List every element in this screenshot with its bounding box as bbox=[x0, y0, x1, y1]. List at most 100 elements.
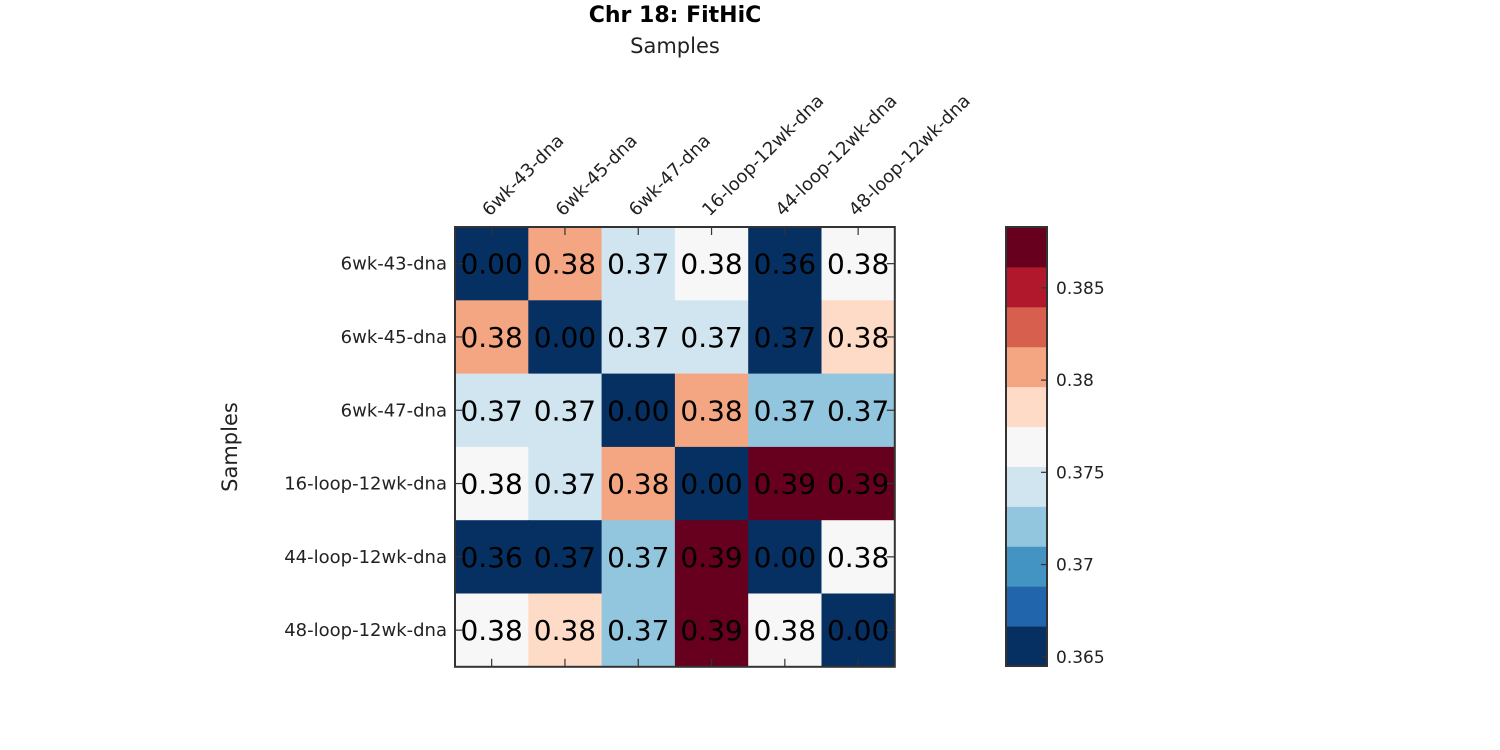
heatmap-cell bbox=[528, 593, 603, 668]
colorbar-segment bbox=[1006, 426, 1047, 467]
colorbar-segment bbox=[1006, 227, 1047, 268]
colorbar-frame bbox=[1005, 226, 1048, 667]
cell-value-label: 0.37 bbox=[460, 394, 522, 427]
cell-value-label: 0.38 bbox=[827, 541, 889, 574]
cell-value-label: 0.37 bbox=[827, 394, 889, 427]
heatmap-cell bbox=[748, 373, 823, 448]
cell-value-label: 0.37 bbox=[534, 541, 596, 574]
heatmap-cell bbox=[674, 373, 749, 448]
heatmap-cell bbox=[674, 227, 749, 301]
cell-value-label: 0.38 bbox=[827, 321, 889, 354]
cell-value-label: 0.38 bbox=[534, 614, 596, 647]
cell-value-label: 0.38 bbox=[460, 321, 522, 354]
colorbar-segment bbox=[1006, 586, 1047, 627]
cell-value-label: 0.37 bbox=[607, 614, 669, 647]
colorbar-tick-label: 0.37 bbox=[1056, 556, 1094, 576]
colorbar-segment bbox=[1006, 306, 1047, 348]
cell-value-label: 0.37 bbox=[607, 541, 669, 574]
y-tick-label: 44-loop-12wk-dna bbox=[284, 547, 447, 568]
heatmap-cell bbox=[674, 520, 749, 595]
cell-value-label: 0.00 bbox=[607, 394, 669, 427]
cell-value-label: 0.38 bbox=[607, 468, 669, 501]
colorbar-segment bbox=[1006, 626, 1047, 667]
heatmap-cell bbox=[748, 227, 823, 301]
y-tick-label: 48-loop-12wk-dna bbox=[284, 620, 447, 641]
heatmap-cell bbox=[821, 446, 896, 521]
cell-value-label: 0.39 bbox=[680, 614, 742, 647]
heatmap-cell bbox=[528, 520, 603, 595]
cell-value-label: 0.37 bbox=[607, 321, 669, 354]
cell-value-label: 0.38 bbox=[827, 248, 889, 281]
cell-value-label: 0.00 bbox=[827, 614, 889, 647]
heatmap-cell bbox=[601, 446, 676, 521]
y-tick-label: 6wk-43-dna bbox=[341, 254, 447, 275]
cell-value-label: 0.38 bbox=[460, 468, 522, 501]
cell-value-label: 0.39 bbox=[754, 468, 816, 501]
heatmap-cell bbox=[601, 227, 676, 301]
heatmap-cell bbox=[455, 300, 529, 375]
colorbar-segment bbox=[1006, 546, 1047, 587]
colorbar-segment bbox=[1006, 386, 1047, 428]
cell-value-label: 0.39 bbox=[680, 541, 742, 574]
heatmap-cell bbox=[748, 520, 823, 595]
y-tick-label: 6wk-45-dna bbox=[341, 327, 447, 348]
heatmap-cell bbox=[455, 373, 529, 448]
cell-value-label: 0.39 bbox=[827, 468, 889, 501]
colorbar-tick-label: 0.385 bbox=[1056, 279, 1105, 299]
cell-value-label: 0.37 bbox=[680, 321, 742, 354]
heatmap-cell bbox=[821, 520, 896, 595]
cell-value-label: 0.38 bbox=[460, 614, 522, 647]
heatmap-cell bbox=[674, 593, 749, 668]
x-tick-label: 16-loop-12wk-dna bbox=[698, 91, 828, 221]
colorbar-tick-label: 0.38 bbox=[1056, 371, 1094, 391]
cell-value-label: 0.00 bbox=[754, 541, 816, 574]
cell-value-label: 0.00 bbox=[534, 321, 596, 354]
x-tick-label: 44-loop-12wk-dna bbox=[772, 91, 902, 221]
heatmap-cell bbox=[528, 227, 603, 301]
heatmap-cell bbox=[528, 446, 603, 521]
cell-value-label: 0.37 bbox=[607, 248, 669, 281]
colorbar-segment bbox=[1006, 266, 1047, 308]
colorbar-segment bbox=[1006, 506, 1047, 547]
cell-value-label: 0.38 bbox=[534, 248, 596, 281]
cell-value-label: 0.00 bbox=[460, 248, 522, 281]
colorbar-tick-label: 0.365 bbox=[1056, 648, 1105, 668]
heatmap-cell bbox=[821, 300, 896, 375]
heatmap-cell bbox=[601, 300, 676, 375]
x-tick-label: 48-loop-12wk-dna bbox=[845, 91, 975, 221]
heatmap-cell bbox=[455, 227, 529, 301]
heatmap-cell bbox=[748, 593, 823, 668]
y-tick-label: 6wk-47-dna bbox=[341, 400, 447, 421]
heatmap-cell bbox=[748, 446, 823, 521]
colorbar-tick-label: 0.375 bbox=[1056, 463, 1105, 483]
heatmap-cell bbox=[455, 520, 529, 595]
heatmap-cell bbox=[748, 300, 823, 375]
heatmap-cell bbox=[821, 373, 896, 448]
y-tick-label: 16-loop-12wk-dna bbox=[284, 474, 447, 495]
heatmap-cell bbox=[821, 593, 896, 668]
cell-value-label: 0.38 bbox=[680, 394, 742, 427]
cell-value-label: 0.37 bbox=[754, 394, 816, 427]
cell-value-label: 0.36 bbox=[460, 541, 522, 574]
heatmap-cell bbox=[601, 520, 676, 595]
cell-value-label: 0.38 bbox=[680, 248, 742, 281]
chart-title: Chr 18: FitHiC bbox=[589, 3, 762, 28]
colorbar-segment bbox=[1006, 346, 1047, 388]
colorbar: 0.365 0.37 0.375 0.38 0.385 bbox=[1005, 226, 1105, 668]
heatmap-cell bbox=[674, 300, 749, 375]
colorbar-segment bbox=[1006, 466, 1047, 507]
cell-value-label: 0.00 bbox=[680, 468, 742, 501]
heatmap-cells bbox=[455, 227, 896, 668]
cell-value-label: 0.37 bbox=[534, 468, 596, 501]
plot-frame bbox=[454, 226, 896, 668]
y-axis-label: Samples bbox=[218, 402, 242, 492]
heatmap-cell bbox=[455, 593, 529, 668]
heatmap-cell bbox=[528, 373, 603, 448]
y-axis-ticks: 6wk-43-dna 6wk-45-dna 6wk-47-dna 16-loop-12… bbox=[284, 254, 895, 641]
cell-value-label: 0.37 bbox=[754, 321, 816, 354]
heatmap-cell bbox=[528, 300, 603, 375]
cell-value-label: 0.36 bbox=[754, 248, 816, 281]
heatmap-cell bbox=[674, 446, 749, 521]
cell-value-label: 0.38 bbox=[754, 614, 816, 647]
